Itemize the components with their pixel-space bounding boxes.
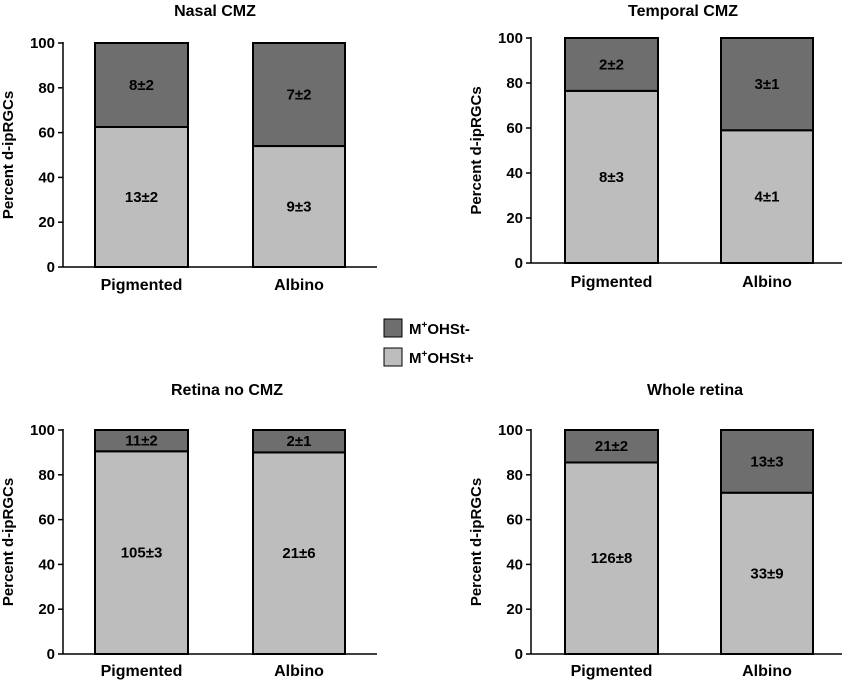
bar-segment-pigmented-ohst-minus bbox=[94, 429, 189, 453]
bar-data-label: 2±1 bbox=[287, 433, 312, 450]
bar-data-label: 8±2 bbox=[129, 77, 154, 94]
x-tick-label: Pigmented bbox=[571, 274, 653, 291]
x-tick-label: Pigmented bbox=[571, 663, 653, 680]
bar-data-label: 4±1 bbox=[755, 189, 780, 206]
bar-segment-pigmented-ohst-plus bbox=[564, 89, 659, 264]
y-tick-label: 20 bbox=[38, 601, 55, 618]
y-tick-label: 0 bbox=[515, 255, 523, 272]
chart-title: Retina no CMZ bbox=[171, 382, 283, 399]
bar-segment-albino-ohst-minus bbox=[252, 429, 346, 454]
bar-segment-pigmented-ohst-plus bbox=[94, 450, 189, 655]
y-tick-label: 100 bbox=[30, 422, 55, 439]
bar-data-label: 9±3 bbox=[287, 199, 312, 216]
legend-swatch bbox=[383, 347, 403, 367]
y-tick-label: 40 bbox=[506, 556, 523, 573]
bar-data-label: 33±9 bbox=[750, 565, 783, 582]
bar-segment-pigmented-ohst-minus bbox=[564, 429, 659, 464]
y-tick-label: 0 bbox=[515, 646, 523, 663]
bar-segment-albino-ohst-minus bbox=[720, 429, 814, 494]
bar-data-label: 7±2 bbox=[287, 87, 312, 104]
bar-data-label: 21±2 bbox=[595, 438, 628, 455]
y-axis-label: Percent d-ipRGCs bbox=[468, 478, 485, 606]
bar-segment-albino-ohst-minus bbox=[252, 42, 346, 148]
bar-data-label: 8±3 bbox=[599, 169, 624, 186]
bar-data-label: 21±6 bbox=[282, 545, 315, 562]
y-tick-label: 100 bbox=[498, 422, 523, 439]
y-tick-label: 100 bbox=[30, 35, 55, 52]
y-tick-label: 60 bbox=[38, 512, 55, 529]
y-tick-label: 60 bbox=[506, 512, 523, 529]
x-tick-label: Pigmented bbox=[101, 277, 183, 294]
legend: M+OHSt- M+OHSt+ bbox=[383, 318, 474, 367]
y-tick-label: 40 bbox=[506, 165, 523, 182]
y-tick-label: 80 bbox=[38, 467, 55, 484]
y-axis-label: Percent d-ipRGCs bbox=[468, 86, 485, 214]
chart-title: Nasal CMZ bbox=[174, 3, 256, 20]
chart-title: Whole retina bbox=[647, 382, 743, 399]
bar-segment-albino-ohst-plus bbox=[720, 491, 814, 655]
legend-label: M+OHSt- bbox=[409, 320, 470, 338]
bar-segment-pigmented-ohst-plus bbox=[94, 126, 189, 268]
bar-data-label: 13±3 bbox=[750, 453, 783, 470]
chart-title: Temporal CMZ bbox=[628, 3, 738, 20]
x-tick-label: Albino bbox=[274, 277, 324, 294]
bar-data-label: 11±2 bbox=[125, 433, 157, 450]
x-tick-label: Albino bbox=[742, 274, 792, 291]
y-tick-label: 20 bbox=[506, 210, 523, 227]
legend-label: M+OHSt+ bbox=[409, 349, 474, 367]
bar-segment-albino-ohst-minus bbox=[720, 37, 814, 132]
bar-data-label: 2±2 bbox=[599, 56, 624, 73]
x-tick-label: Albino bbox=[742, 663, 792, 680]
y-axis-label: Percent d-ipRGCs bbox=[0, 91, 17, 219]
y-tick-label: 80 bbox=[38, 80, 55, 97]
bar-segment-pigmented-ohst-plus bbox=[564, 461, 659, 656]
y-tick-label: 60 bbox=[506, 120, 523, 137]
bar-segment-albino-ohst-plus bbox=[252, 451, 346, 655]
y-tick-label: 0 bbox=[47, 259, 55, 276]
bar-segment-pigmented-ohst-minus bbox=[564, 37, 659, 92]
chart-panel-retina-no-cmz: Retina no CMZ Percent d-ipRGCs 105±3 11±2 Pi… bbox=[0, 382, 377, 680]
chart-panel-nasal-cmz: Nasal CMZ Percent d-ipRGCs 13±2 8±2 Pigmente… bbox=[0, 3, 377, 294]
y-tick-label: 40 bbox=[38, 169, 55, 186]
y-tick-label: 80 bbox=[506, 75, 523, 92]
y-axis-label: Percent d-ipRGCs bbox=[0, 478, 17, 606]
y-tick-label: 20 bbox=[38, 214, 55, 231]
bar-data-label: 105±3 bbox=[121, 545, 163, 562]
legend-swatch bbox=[383, 318, 403, 338]
chart-panel-whole-retina: Whole retina Percent d-ipRGCs 126±8 21±2 Pig… bbox=[468, 382, 842, 680]
bar-segment-pigmented-ohst-minus bbox=[94, 42, 189, 128]
bar-data-label: 13±2 bbox=[125, 189, 158, 206]
bar-data-label: 126±8 bbox=[591, 550, 633, 567]
chart-panel-temporal-cmz: Temporal CMZ Percent d-ipRGCs 8±3 2±2 Pigmen… bbox=[468, 3, 842, 291]
y-tick-label: 100 bbox=[498, 30, 523, 47]
bar-data-label: 3±1 bbox=[755, 76, 780, 93]
y-tick-label: 20 bbox=[506, 601, 523, 618]
y-tick-label: 80 bbox=[506, 467, 523, 484]
y-tick-label: 0 bbox=[47, 646, 55, 663]
y-tick-label: 60 bbox=[38, 125, 55, 142]
y-tick-label: 40 bbox=[38, 556, 55, 573]
x-tick-label: Pigmented bbox=[101, 663, 183, 680]
x-tick-label: Albino bbox=[274, 663, 324, 680]
